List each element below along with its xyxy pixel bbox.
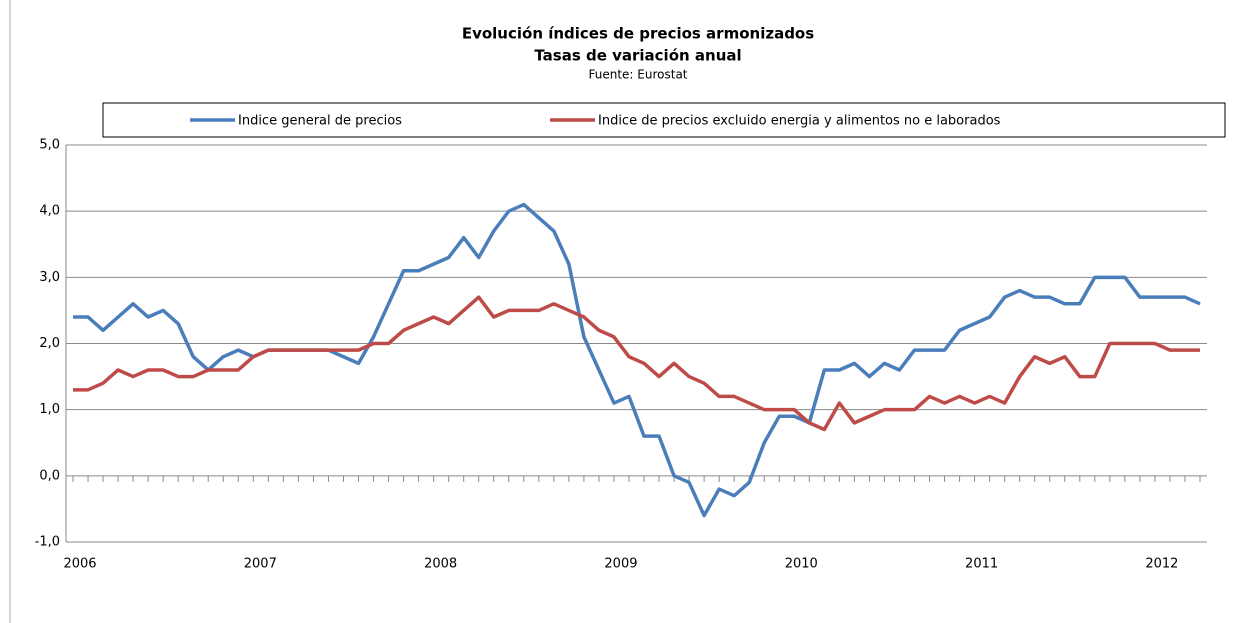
legend-label: Indice general de precios <box>238 114 402 129</box>
x-tick-label: 2010 <box>785 557 818 572</box>
y-tick-label: 3,0 <box>39 270 60 285</box>
x-tick-label: 2011 <box>965 557 998 572</box>
x-tick-label: 2009 <box>604 557 637 572</box>
y-tick-label: 0,0 <box>39 468 60 483</box>
y-tick-label: 4,0 <box>39 204 60 219</box>
x-tick-label: 2006 <box>63 557 96 572</box>
series-line <box>73 295 1200 432</box>
x-tick-label: 2007 <box>244 557 277 572</box>
legend-label: Indice de precios excluido energia y ali… <box>598 114 1001 129</box>
y-tick-label: -1,0 <box>35 535 60 550</box>
x-tick-label: 2008 <box>424 557 457 572</box>
y-tick-label: 2,0 <box>39 336 60 351</box>
y-tick-label: 1,0 <box>39 402 60 417</box>
y-tick-label: 5,0 <box>39 138 60 153</box>
x-tick-label: 2012 <box>1145 557 1178 572</box>
chart-subtitle: Tasas de variación anual <box>534 47 741 65</box>
chart-source: Fuente: Eurostat <box>589 68 688 82</box>
legend-box <box>102 102 1226 138</box>
chart-title: Evolución índices de precios armonizados <box>462 25 814 43</box>
